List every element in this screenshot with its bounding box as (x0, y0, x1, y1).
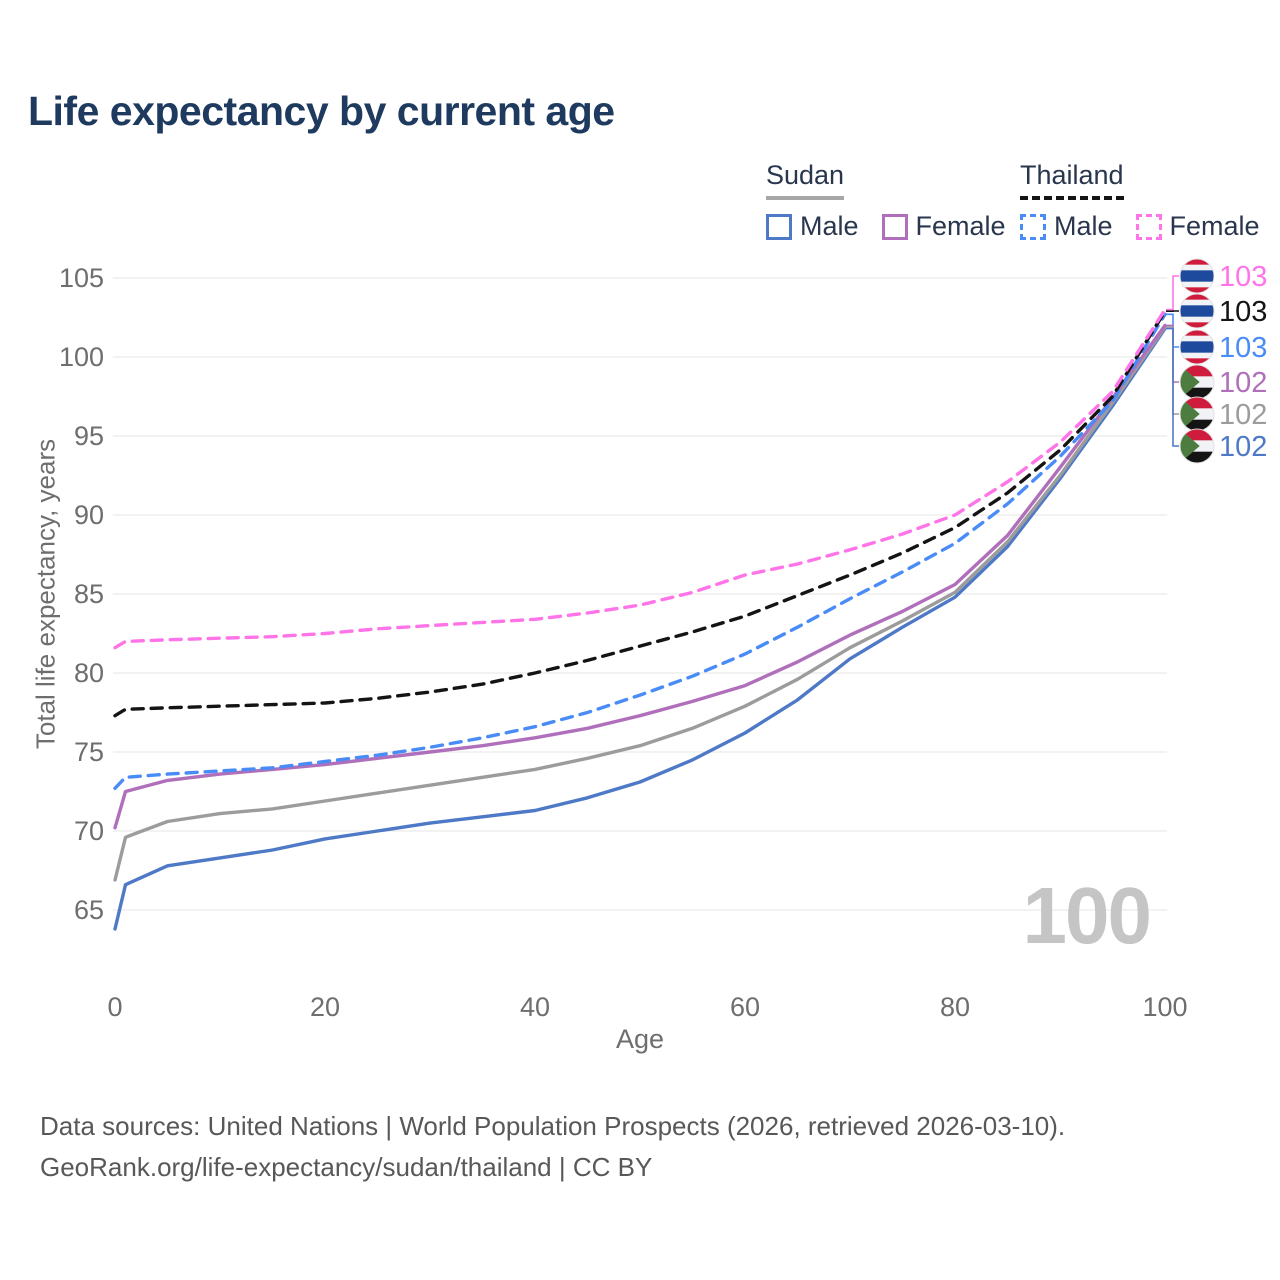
x-axis-title: Age (616, 1024, 664, 1054)
y-tick-label: 105 (59, 263, 104, 293)
x-tick-label: 80 (940, 992, 970, 1022)
callout-leader (1166, 275, 1179, 311)
end-value-label-sudan-male: 102 (1219, 431, 1267, 463)
legend-item-label: Male (800, 211, 859, 241)
legend-swatch-sudan-female-icon (881, 213, 908, 240)
y-tick-label: 100 (59, 342, 104, 372)
series-line-sudan-male (113, 326, 1167, 931)
x-tick-label: 20 (310, 992, 340, 1022)
end-value-label-sudan: 102 (1219, 399, 1267, 431)
end-value-label-sudan-female: 102 (1219, 367, 1267, 399)
y-tick-label: 80 (74, 658, 104, 688)
legend-group-thailand: Thailand Male Female (1020, 160, 1274, 242)
end-value-label-thailand-female: 103 (1219, 261, 1267, 293)
legend-item-label: Female (1169, 211, 1260, 241)
age-watermark: 100 (1022, 871, 1152, 960)
flag-icon-thailand (1179, 293, 1215, 329)
callout-leader (1166, 327, 1179, 447)
y-axis-title: Total life expectancy, years (30, 438, 61, 750)
legend-header-sudan[interactable]: Sudan (766, 160, 845, 200)
x-tick-label: 60 (730, 992, 760, 1022)
legend-row-sudan: Male Female (766, 211, 1020, 242)
legend-item-label: Male (1054, 211, 1113, 241)
flag-icon-thailand (1179, 258, 1215, 294)
y-tick-label: 70 (74, 816, 104, 846)
x-tick-label: 100 (1142, 992, 1187, 1022)
legend-item-thailand-male[interactable]: Male (1020, 211, 1113, 242)
y-tick-label: 85 (74, 579, 104, 609)
page-title: Life expectancy by current age (28, 88, 615, 134)
legend-group-sudan: Sudan Male Female (766, 160, 1020, 242)
end-value-label-thailand: 103 (1219, 296, 1267, 328)
flag-icon-sudan (1179, 364, 1215, 400)
y-tick-label: 65 (74, 895, 104, 925)
x-tick-label: 0 (107, 992, 122, 1022)
series-line-thailand-female (113, 307, 1167, 650)
legend-item-sudan-male[interactable]: Male (766, 211, 859, 242)
series-line-thailand-male (113, 312, 1167, 790)
flag-icon-sudan (1179, 428, 1215, 464)
legend-row-thailand: Male Female (1020, 211, 1274, 242)
legend-swatch-thailand-male-icon (1020, 213, 1046, 240)
end-value-label-thailand-male: 103 (1219, 332, 1267, 364)
footer-sources-line: Data sources: United Nations | World Pop… (40, 1111, 1066, 1141)
flag-icon-thailand (1179, 329, 1215, 365)
series-line-sudan (113, 325, 1167, 882)
series-line-sudan-female (113, 323, 1167, 830)
y-tick-label: 90 (74, 500, 104, 530)
footer-attribution-line: GeoRank.org/life-expectancy/sudan/thaila… (40, 1152, 653, 1182)
legend-swatch-thailand-female-icon (1135, 213, 1162, 240)
legend-swatch-sudan-male-icon (766, 213, 792, 240)
series-line-thailand (113, 309, 1167, 718)
legend-item-thailand-female[interactable]: Female (1135, 211, 1260, 242)
y-tick-label: 75 (74, 737, 104, 767)
flag-icon-sudan (1179, 396, 1215, 432)
legend-item-label: Female (915, 211, 1006, 241)
x-tick-label: 40 (520, 992, 550, 1022)
y-tick-label: 95 (74, 421, 104, 451)
legend-item-sudan-female[interactable]: Female (881, 211, 1006, 242)
footer: Data sources: United Nations | World Pop… (40, 1106, 1065, 1188)
legend-header-thailand[interactable]: Thailand (1020, 160, 1124, 200)
